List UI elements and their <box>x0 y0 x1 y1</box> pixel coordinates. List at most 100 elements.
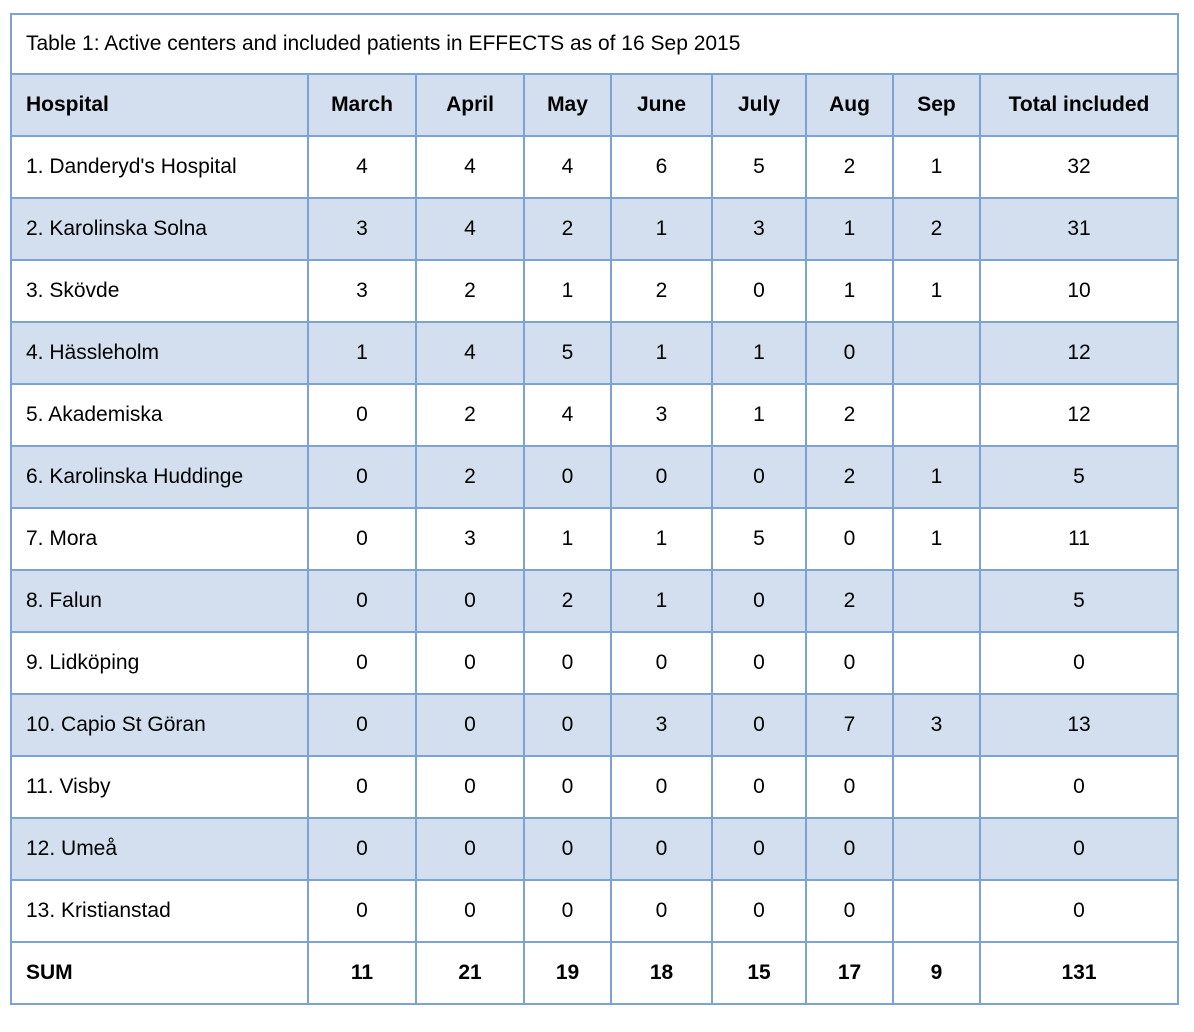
hospital-name-cell: 2. Karolinska Solna <box>10 197 309 261</box>
month-value-cell: 1 <box>610 507 713 571</box>
month-value-cell: 1 <box>610 197 713 261</box>
month-value-cell: 0 <box>307 507 417 571</box>
total-cell: 0 <box>978 879 1180 943</box>
month-value-cell: 0 <box>415 817 525 881</box>
sum-label: SUM <box>10 941 309 1005</box>
month-value-cell: 4 <box>415 321 525 385</box>
month-value-cell: 0 <box>307 693 417 757</box>
month-value-cell: 0 <box>523 693 612 757</box>
column-header: Sep <box>892 73 981 137</box>
month-value-cell <box>892 631 981 695</box>
month-value-cell: 0 <box>805 755 894 819</box>
sum-value-cell: 18 <box>610 941 713 1005</box>
month-value-cell <box>892 321 981 385</box>
month-value-cell: 0 <box>307 755 417 819</box>
month-value-cell <box>892 569 981 633</box>
month-value-cell: 1 <box>805 197 894 261</box>
table-row: 6. Karolinska Huddinge 0 2 0 0 0 2 1 5 <box>10 445 1180 509</box>
month-value-cell <box>892 817 981 881</box>
sum-value-cell: 17 <box>805 941 894 1005</box>
table-title: Table 1: Active centers and included pat… <box>9 13 1180 75</box>
month-value-cell: 5 <box>711 135 807 199</box>
column-header: May <box>523 73 612 137</box>
table-row: 8. Falun 0 0 2 1 0 2 5 <box>10 569 1180 633</box>
month-value-cell: 2 <box>805 135 894 199</box>
month-value-cell: 0 <box>307 879 417 943</box>
month-value-cell: 0 <box>307 631 417 695</box>
month-value-cell: 1 <box>892 507 981 571</box>
total-cell: 10 <box>978 259 1180 323</box>
month-value-cell: 2 <box>805 569 894 633</box>
month-value-cell: 0 <box>711 445 807 509</box>
month-value-cell: 0 <box>415 693 525 757</box>
month-value-cell: 4 <box>307 135 417 199</box>
month-value-cell: 0 <box>805 817 894 881</box>
hospital-name-cell: 12. Umeå <box>10 817 309 881</box>
month-value-cell: 2 <box>523 569 612 633</box>
month-value-cell: 5 <box>711 507 807 571</box>
month-value-cell: 4 <box>415 197 525 261</box>
month-value-cell: 0 <box>805 879 894 943</box>
month-value-cell: 0 <box>610 879 713 943</box>
month-value-cell: 0 <box>307 445 417 509</box>
month-value-cell: 1 <box>805 259 894 323</box>
month-value-cell: 0 <box>307 817 417 881</box>
sum-value-cell: 15 <box>711 941 807 1005</box>
sum-value-cell: 9 <box>892 941 981 1005</box>
hospital-name-cell: 3. Skövde <box>10 259 309 323</box>
table-row: 4. Hässleholm 1 4 5 1 1 0 12 <box>10 321 1180 385</box>
table-row: 11. Visby 0 0 0 0 0 0 0 <box>10 755 1180 819</box>
total-cell: 31 <box>978 197 1180 261</box>
month-value-cell: 0 <box>610 631 713 695</box>
hospital-name-cell: 13. Kristianstad <box>10 879 309 943</box>
hospital-name-cell: 7. Mora <box>10 507 309 571</box>
hospital-name-cell: 9. Lidköping <box>10 631 309 695</box>
hospital-name-cell: 11. Visby <box>10 755 309 819</box>
sum-value-cell: 21 <box>415 941 525 1005</box>
column-header: Hospital <box>10 73 309 137</box>
month-value-cell: 1 <box>892 259 981 323</box>
month-value-cell: 0 <box>805 507 894 571</box>
month-value-cell: 0 <box>307 383 417 447</box>
column-header: June <box>610 73 713 137</box>
month-value-cell: 2 <box>415 259 525 323</box>
month-value-cell: 1 <box>711 321 807 385</box>
month-value-cell: 0 <box>711 755 807 819</box>
month-value-cell: 3 <box>711 197 807 261</box>
table-row: 13. Kristianstad 0 0 0 0 0 0 0 <box>10 879 1180 943</box>
total-cell: 0 <box>978 817 1180 881</box>
total-cell: 32 <box>978 135 1180 199</box>
hospital-name-cell: 10. Capio St Göran <box>10 693 309 757</box>
hospital-name-cell: 4. Hässleholm <box>10 321 309 385</box>
month-value-cell: 2 <box>805 445 894 509</box>
month-value-cell: 2 <box>892 197 981 261</box>
column-header: July <box>711 73 807 137</box>
sum-row: SUM 11 21 19 18 15 17 9 131 <box>10 941 1180 1005</box>
month-value-cell: 0 <box>415 569 525 633</box>
month-value-cell: 0 <box>415 755 525 819</box>
month-value-cell: 0 <box>523 817 612 881</box>
month-value-cell: 0 <box>610 817 713 881</box>
month-value-cell: 3 <box>610 693 713 757</box>
month-value-cell: 0 <box>610 445 713 509</box>
sum-value-cell: 19 <box>523 941 612 1005</box>
month-value-cell: 0 <box>711 631 807 695</box>
month-value-cell: 2 <box>805 383 894 447</box>
sum-value-cell: 131 <box>978 941 1180 1005</box>
month-value-cell: 0 <box>523 755 612 819</box>
total-cell: 0 <box>978 755 1180 819</box>
month-value-cell: 0 <box>711 569 807 633</box>
month-value-cell: 0 <box>711 693 807 757</box>
month-value-cell: 4 <box>415 135 525 199</box>
month-value-cell: 3 <box>307 259 417 323</box>
month-value-cell: 1 <box>523 259 612 323</box>
column-header: April <box>415 73 525 137</box>
hospital-name-cell: 1. Danderyd's Hospital <box>10 135 309 199</box>
hospital-name-cell: 8. Falun <box>10 569 309 633</box>
hospital-name-cell: 5. Akademiska <box>10 383 309 447</box>
column-header: Total included <box>978 73 1180 137</box>
month-value-cell: 4 <box>523 135 612 199</box>
header-row: Hospital March April May June July Aug Sep Total… <box>10 73 1180 137</box>
column-header: Aug <box>805 73 894 137</box>
total-cell: 0 <box>978 631 1180 695</box>
